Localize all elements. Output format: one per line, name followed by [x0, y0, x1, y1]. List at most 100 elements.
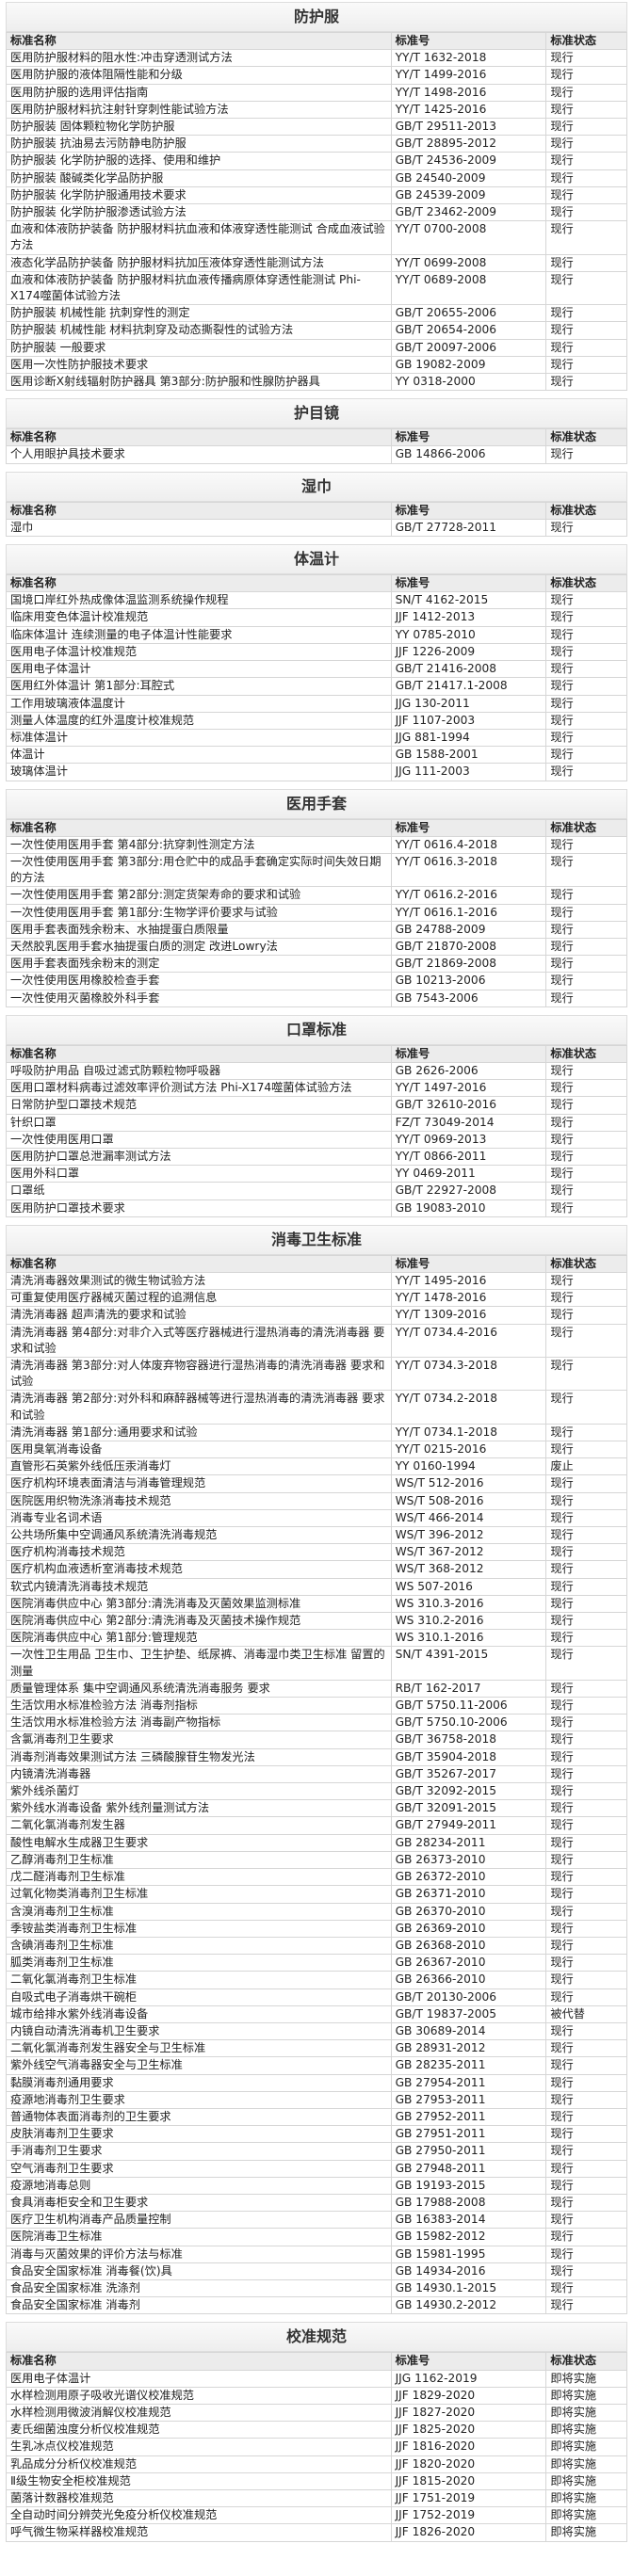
- table-row: 菌落计数器校准规范 JJF 1751-2019 即将实施: [6, 2488, 627, 2508]
- table-cell: 消毒专业名词术语: [6, 1508, 392, 1528]
- table-cell: 清洗消毒器 第4部分:对非介入式等医疗器械进行湿热消毒的清洗消毒器 要求和试验: [6, 1323, 392, 1359]
- table-cell: GB/T 5750.10-2006: [390, 1714, 547, 1732]
- table-cell: 即将实施: [545, 2506, 627, 2525]
- header-row: 标准名称 标准号 标准状态: [6, 574, 627, 593]
- table-cell: 现行: [545, 1165, 627, 1183]
- table-cell: 现行: [545, 2262, 627, 2280]
- table-cell: 现行: [545, 1526, 627, 1545]
- table-cell: 皮肤消毒剂卫生要求: [6, 2125, 392, 2144]
- table-cell: 质量管理体系 集中空调通风系统清洗消毒服务 要求: [6, 1679, 392, 1699]
- table-cell: GB/T 20655-2006: [390, 304, 547, 323]
- table-row: 医用防护口罩技术要求 GB 19083-2010 现行: [6, 1199, 627, 1217]
- table-row: 防护服装 机械性能 抗刺穿性的测定 GB/T 20655-2006 现行: [6, 304, 627, 323]
- table-row: 医院医用织物洗涤消毒技术规范 WS/T 508-2016 现行: [6, 1491, 627, 1510]
- table-row: 麦氏细菌浊度分析仪校准规范 JJF 1825-2020 即将实施: [6, 2421, 627, 2439]
- table-cell: 口罩纸: [6, 1182, 392, 1200]
- table-cell: SN/T 4391-2015: [390, 1646, 547, 1681]
- header-row: 标准名称 标准号 标准状态: [6, 428, 627, 447]
- table-cell: YY/T 1498-2016: [390, 83, 547, 102]
- table-cell: 消毒与灭菌效果的评价方法与标准: [6, 2245, 392, 2263]
- table-row: 医用防护服材料抗注射针穿刺性能试验方法 YY/T 1425-2016 现行: [6, 100, 627, 120]
- table-row: 二氧化氯消毒剂发生器安全与卫生标准 GB 28931-2012 现行: [6, 2039, 627, 2058]
- table-cell: 现行: [545, 2176, 627, 2195]
- table-cell: 现行: [545, 1697, 627, 1715]
- table-cell: GB/T 20654-2006: [390, 321, 547, 340]
- table-cell: 生活饮用水标准检验方法 消毒副产物指标: [6, 1714, 392, 1732]
- table-row: 医院消毒供应中心 第3部分:清洗消毒及灭菌效果监测标准 WS 310.3-2016…: [6, 1594, 627, 1614]
- table-cell: 现行: [545, 355, 627, 375]
- table-row: 医用外科口罩 YY 0469-2011 现行: [6, 1165, 627, 1183]
- table-cell: YY/T 0734.4-2016: [390, 1323, 547, 1359]
- table-row: 乙醇消毒剂卫生标准 GB 26373-2010 现行: [6, 1850, 627, 1870]
- table-row: 医用防护服的选用评估指南 YY/T 1498-2016 现行: [6, 83, 627, 102]
- table-cell: 现行: [545, 1441, 627, 1459]
- table-cell: RB/T 162-2017: [390, 1679, 547, 1699]
- table-cell: 现行: [545, 1679, 627, 1699]
- table-row: 酸性电解水生成器卫生要求 GB 28234-2011 现行: [6, 1833, 627, 1852]
- table-row: 针织口罩 FZ/T 73049-2014 现行: [6, 1113, 627, 1132]
- table-row: 一次性使用医用手套 第4部分:抗穿刺性测定方法 YY/T 0616.4-2018 现…: [6, 835, 627, 854]
- table-cell: 现行: [545, 445, 627, 464]
- table-cell: 现行: [545, 1061, 627, 1081]
- table-cell: 现行: [545, 1289, 627, 1308]
- table-row: 医院消毒卫生标准 GB 15982-2012 现行: [6, 2228, 627, 2246]
- table-cell: 医用口罩材料病毒过滤效率评价测试方法 Phi-X174噬菌体试验方法: [6, 1079, 392, 1098]
- table-cell: 现行: [545, 1508, 627, 1528]
- table-cell: 内镜自动清洗消毒机卫生要求: [6, 2021, 392, 2041]
- section-title: 消毒卫生标准: [6, 1224, 627, 1255]
- table-cell: 乙醇消毒剂卫生标准: [6, 1850, 392, 1870]
- table-row: 空气消毒剂卫生要求 GB 27948-2011 现行: [6, 2159, 627, 2178]
- table-cell: 防护服装 固体颗粒物化学防护服: [6, 118, 392, 137]
- table-cell: 紫外线水消毒设备 紫外线剂量测试方法: [6, 1799, 392, 1818]
- table-cell: GB/T 27949-2011: [390, 1816, 547, 1835]
- table-cell: YY/T 1425-2016: [390, 100, 547, 120]
- table-row: 一次性使用医用橡胶检查手套 GB 10213-2006 现行: [6, 972, 627, 990]
- table-row: 软式内镜清洗消毒技术规范 WS 507-2016 现行: [6, 1577, 627, 1596]
- header-row: 标准名称 标准号 标准状态: [6, 1044, 627, 1063]
- column-header: 标准名称: [6, 574, 392, 593]
- table-row: 一次性使用医用手套 第3部分:用仓贮中的成品手套确定实际时间失效日期的方法 YY/…: [6, 852, 627, 888]
- table-cell: GB 26370-2010: [390, 1902, 547, 1921]
- document: 防护服 标准名称 标准号 标准状态 医用防护服材料的阻水性:冲击穿透测试方法 YY/T 1…: [6, 0, 627, 2542]
- table-cell: YY/T 0699-2008: [390, 253, 547, 272]
- standards-table: 标准名称 标准号 标准状态 医用防护服材料的阻水性:冲击穿透测试方法 YY/T 1632…: [6, 31, 627, 392]
- table-cell: GB 28235-2011: [390, 2056, 547, 2075]
- table-cell: GB/T 36758-2018: [390, 1731, 547, 1749]
- table-cell: 医院消毒卫生标准: [6, 2228, 392, 2246]
- table-row: 防护服装 固体颗粒物化学防护服 GB/T 29511-2013 现行: [6, 118, 627, 137]
- table-row: 含碘消毒剂卫生标准 GB 26368-2010 现行: [6, 1936, 627, 1956]
- table-cell: GB/T 23462-2009: [390, 203, 547, 222]
- table-row: 湿巾 GB/T 27728-2011 现行: [6, 518, 627, 538]
- table-cell: 即将实施: [545, 2438, 627, 2456]
- table-cell: 现行: [545, 373, 627, 392]
- table-cell: 现行: [545, 2278, 627, 2298]
- table-cell: 紫外线杀菌灯: [6, 1782, 392, 1801]
- table-row: 清洗消毒器 第2部分:对外科和麻醉器械等进行湿热消毒的清洗消毒器 要求和试验 YY…: [6, 1390, 627, 1425]
- table-row: 医疗机构血液透析室消毒技术规范 WS/T 368-2012 现行: [6, 1560, 627, 1579]
- table-cell: 二氧化氯消毒剂发生器安全与卫生标准: [6, 2039, 392, 2058]
- table-row: 普通物体表面消毒剂的卫生要求 GB 27952-2011 现行: [6, 2107, 627, 2127]
- table-cell: WS/T 396-2012: [390, 1526, 547, 1545]
- table-row: 一次性使用医用手套 第1部分:生物学评价要求与试验 YY/T 0616.1-201…: [6, 903, 627, 922]
- table-cell: 现行: [545, 321, 627, 340]
- column-header: 标准号: [390, 574, 547, 593]
- table-cell: WS/T 367-2012: [390, 1543, 547, 1562]
- table-cell: GB/T 28895-2012: [390, 135, 547, 153]
- table-row: 内镜自动清洗消毒机卫生要求 GB 30689-2014 现行: [6, 2021, 627, 2041]
- table-cell: GB/T 35904-2018: [390, 1747, 547, 1766]
- table-cell: 医疗卫生机构消毒产品质量控制: [6, 2211, 392, 2230]
- table-cell: 现行: [545, 1356, 627, 1392]
- table-row: 疫源地消毒剂卫生要求 GB 27953-2011 现行: [6, 2090, 627, 2109]
- table-cell: 现行: [545, 135, 627, 153]
- table-cell: 测量人体温度的红外温度计校准规范: [6, 711, 392, 730]
- table-cell: 清洗消毒器 第2部分:对外科和麻醉器械等进行湿热消毒的清洗消毒器 要求和试验: [6, 1390, 392, 1425]
- table-cell: 现行: [545, 886, 627, 905]
- table-row: 生乳冰点仪校准规范 JJF 1816-2020 即将实施: [6, 2438, 627, 2456]
- section-title: 体温计: [6, 544, 627, 575]
- table-cell: 一次性使用医用口罩: [6, 1130, 392, 1149]
- section: 体温计 标准名称 标准号 标准状态 国境口岸红外热成像体温监测系统操作规程 SN/T 41…: [6, 544, 627, 781]
- column-header: 标准号: [390, 31, 547, 51]
- table-row: 日常防护型口罩技术规范 GB/T 32610-2016 现行: [6, 1096, 627, 1115]
- table-row: 疫源地消毒总则 GB 19193-2015 现行: [6, 2176, 627, 2195]
- column-header: 标准号: [390, 1254, 547, 1273]
